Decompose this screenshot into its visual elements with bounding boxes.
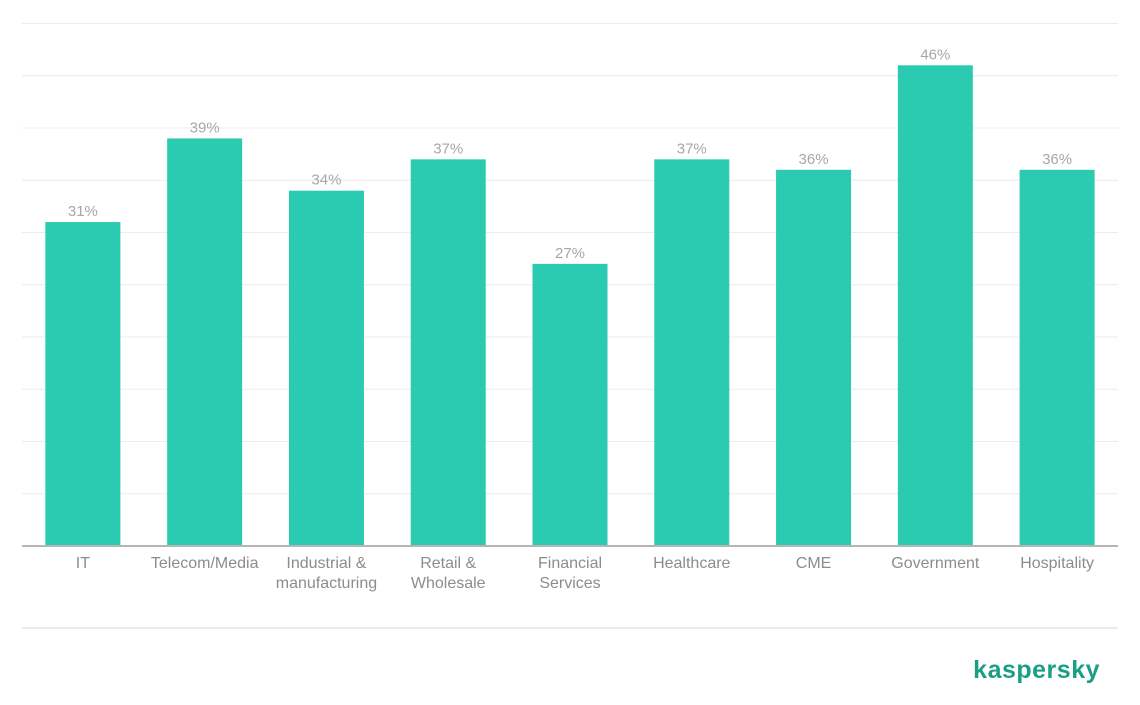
value-label: 37% [433, 140, 463, 157]
category-label: IT [76, 555, 90, 572]
category-label: Industrial & manufacturing [276, 555, 377, 592]
bars [45, 65, 1095, 547]
value-label: 34% [311, 172, 341, 189]
bar [532, 263, 608, 546]
value-label: 36% [799, 151, 829, 168]
value-labels: 31% 39% 34% 37% 27% 37% 36% 46% 36% [68, 46, 1072, 262]
category-label: Healthcare [653, 555, 730, 572]
category-label: Retail & Wholesale [411, 555, 486, 592]
value-label: 39% [190, 119, 220, 136]
bar [288, 190, 364, 546]
value-label: 37% [677, 140, 707, 157]
category-label: Government [891, 555, 980, 572]
bar [1019, 169, 1095, 547]
value-label: 36% [1042, 151, 1072, 168]
bar [897, 65, 973, 547]
category-label: Hospitality [1020, 555, 1094, 572]
value-label: 31% [68, 203, 98, 220]
category-label: Telecom/Media [151, 555, 259, 572]
category-label: Financial Services [538, 555, 602, 592]
bar [654, 159, 730, 546]
bar [410, 159, 486, 546]
bar [45, 222, 121, 547]
value-label: 46% [920, 46, 950, 63]
category-label: CME [796, 555, 832, 572]
value-label: 27% [555, 245, 585, 262]
bar [776, 169, 852, 547]
bar [167, 138, 243, 546]
kaspersky-logo: kaspersky [973, 656, 1100, 684]
category-labels: IT Telecom/Media Industrial & manufacturing… [76, 555, 1094, 592]
